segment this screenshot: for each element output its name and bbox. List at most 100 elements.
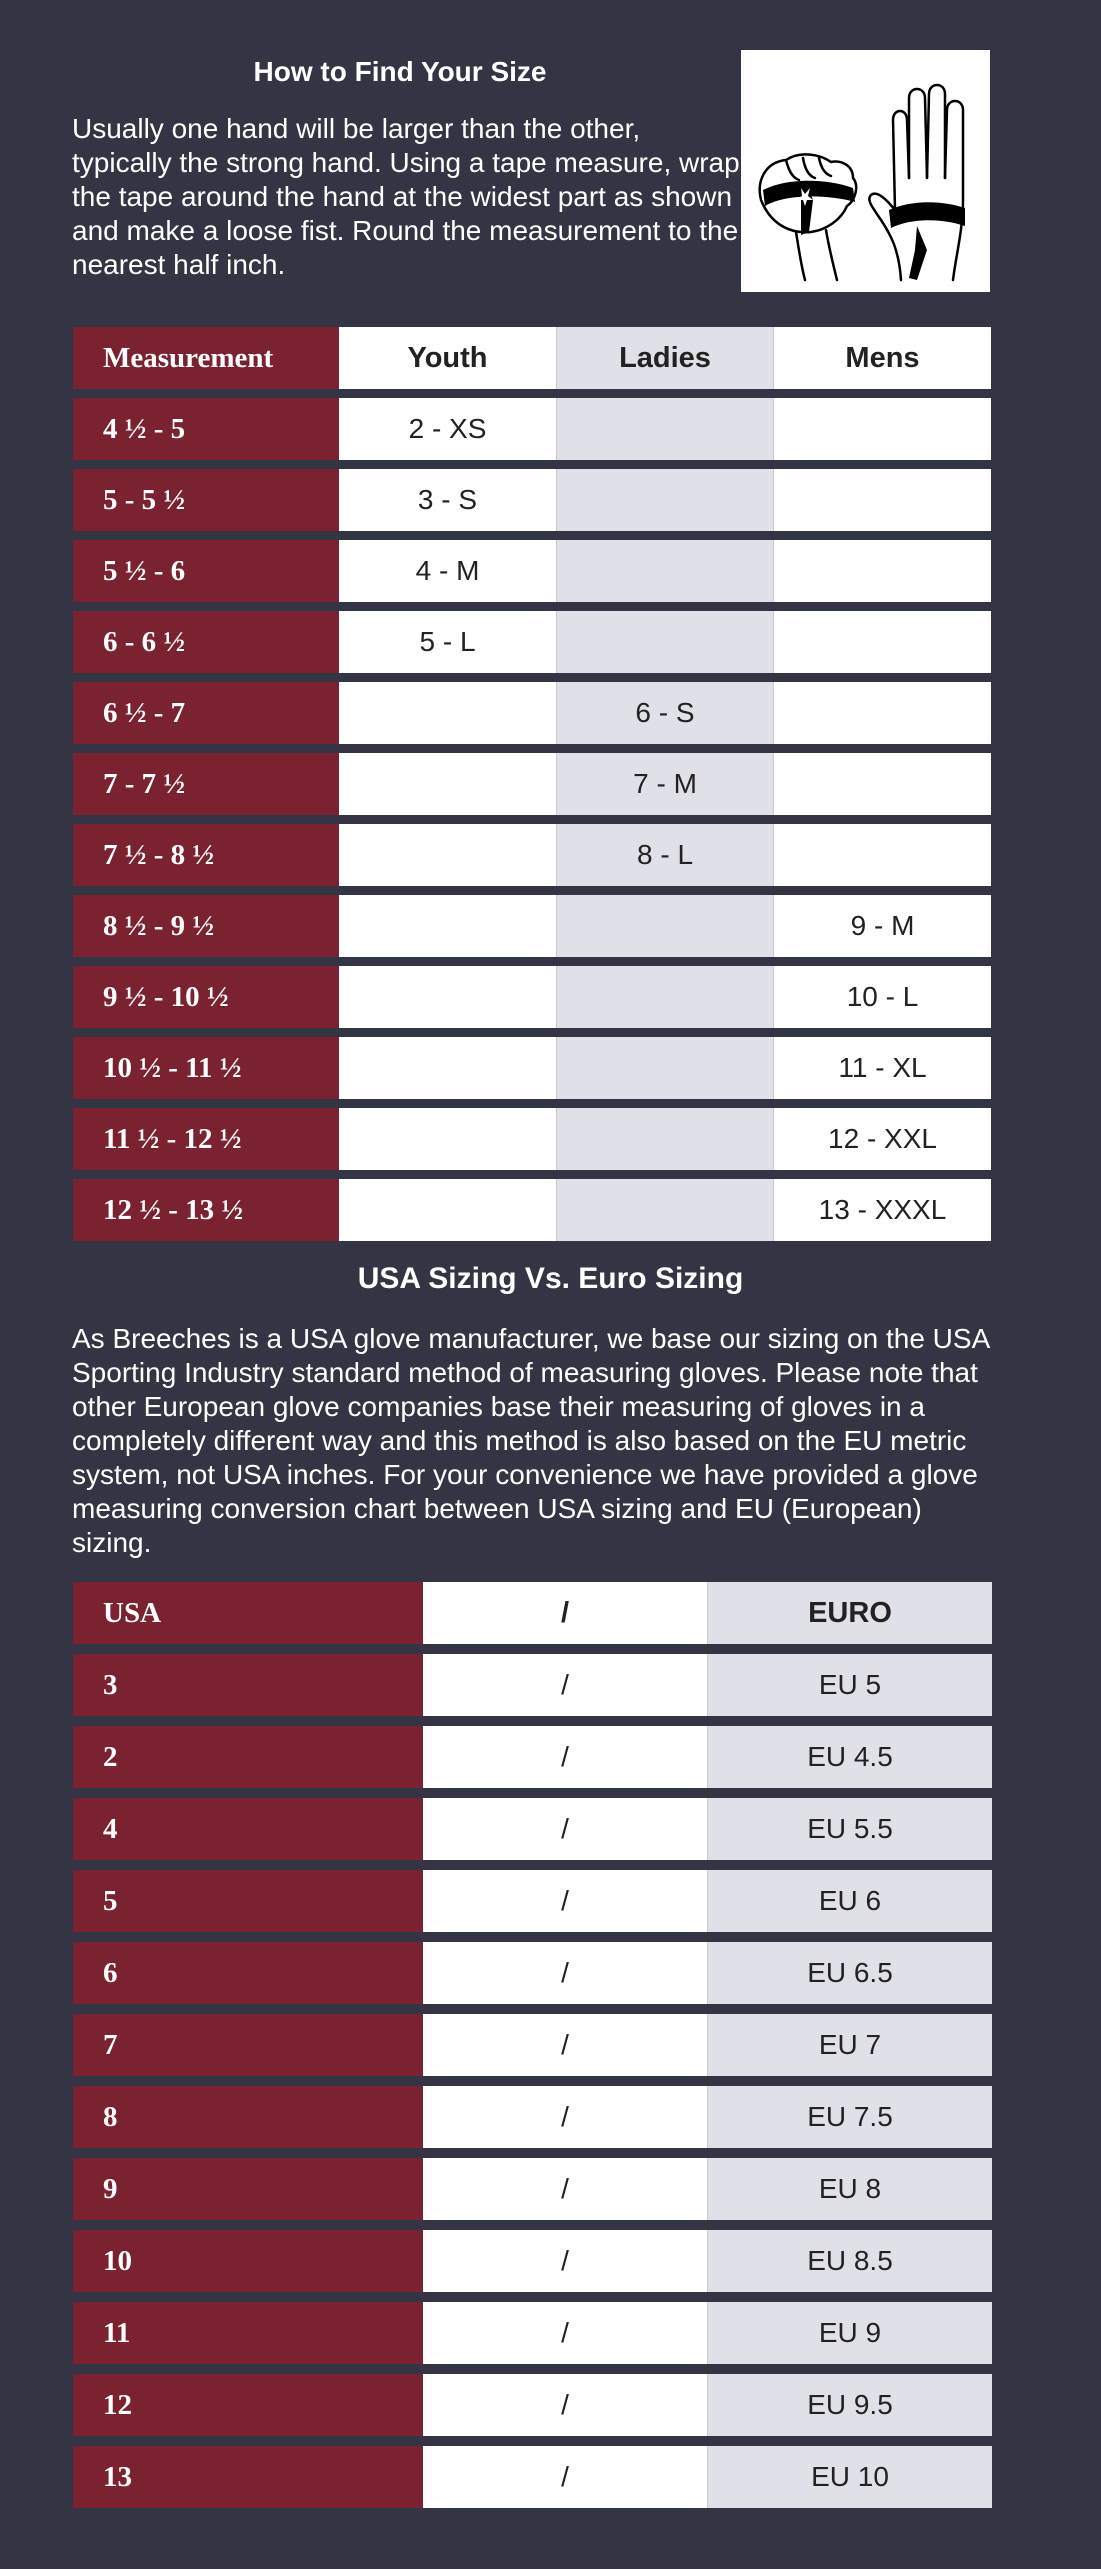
mens-size-cell	[773, 753, 991, 815]
table-row: 10/EU 8.5	[73, 2230, 992, 2292]
youth-size-cell	[339, 682, 556, 744]
size-table-header: Measurement Youth Ladies Mens	[73, 327, 991, 389]
youth-size-cell	[339, 966, 556, 1028]
separator-cell: /	[423, 2230, 707, 2292]
table-row: 7 - 7 ½ 7 - M	[73, 753, 991, 815]
measurement-cell: 7 ½ - 8 ½	[73, 824, 339, 886]
measurement-cell: 4 ½ - 5	[73, 398, 339, 460]
youth-size-cell	[339, 1108, 556, 1170]
separator-cell: /	[423, 1654, 707, 1716]
ladies-size-cell	[556, 895, 773, 957]
table-row: 7/EU 7	[73, 2014, 992, 2076]
euro-size-cell: EU 5.5	[707, 1798, 992, 1860]
table-row: 12/EU 9.5	[73, 2374, 992, 2436]
youth-size-cell	[339, 753, 556, 815]
ladies-size-cell	[556, 611, 773, 673]
separator-cell: /	[423, 1870, 707, 1932]
measurement-cell: 9 ½ - 10 ½	[73, 966, 339, 1028]
header-usa: USA	[73, 1582, 423, 1644]
usa-size-cell: 13	[73, 2446, 423, 2508]
separator-cell: /	[423, 2302, 707, 2364]
mens-size-cell: 12 - XXL	[773, 1108, 991, 1170]
usa-size-cell: 5	[73, 1870, 423, 1932]
youth-size-cell	[339, 1037, 556, 1099]
mens-size-cell	[773, 824, 991, 886]
mens-size-cell	[773, 540, 991, 602]
mens-size-cell: 10 - L	[773, 966, 991, 1028]
header-mens: Mens	[773, 327, 991, 389]
measurement-cell: 6 ½ - 7	[73, 682, 339, 744]
table-row: 3/EU 5	[73, 1654, 992, 1716]
header-ladies: Ladies	[556, 327, 773, 389]
hand-measure-icon	[758, 83, 965, 282]
mens-size-cell: 13 - XXXL	[773, 1179, 991, 1241]
ladies-size-cell	[556, 966, 773, 1028]
separator-cell: /	[423, 1726, 707, 1788]
euro-size-cell: EU 9	[707, 2302, 992, 2364]
usa-size-cell: 7	[73, 2014, 423, 2076]
separator-cell: /	[423, 2086, 707, 2148]
ladies-size-cell	[556, 1108, 773, 1170]
table-row: 9 ½ - 10 ½ 10 - L	[73, 966, 991, 1028]
table-row: 2/EU 4.5	[73, 1726, 992, 1788]
table-row: 4/EU 5.5	[73, 1798, 992, 1860]
youth-size-cell: 5 - L	[339, 611, 556, 673]
usa-size-cell: 11	[73, 2302, 423, 2364]
table-row: 7 ½ - 8 ½ 8 - L	[73, 824, 991, 886]
hand-measure-illustration	[741, 50, 990, 292]
measurement-cell: 11 ½ - 12 ½	[73, 1108, 339, 1170]
mens-size-cell	[773, 398, 991, 460]
mens-size-cell: 9 - M	[773, 895, 991, 957]
usa-size-cell: 10	[73, 2230, 423, 2292]
measurement-cell: 5 ½ - 6	[73, 540, 339, 602]
usa-size-cell: 4	[73, 1798, 423, 1860]
table-row: 11 ½ - 12 ½ 12 - XXL	[73, 1108, 991, 1170]
find-size-instructions: Usually one hand will be larger than the…	[72, 113, 740, 280]
ladies-size-cell: 8 - L	[556, 824, 773, 886]
header-euro: EURO	[707, 1582, 992, 1644]
table-row: 9/EU 8	[73, 2158, 992, 2220]
table-row: 10 ½ - 11 ½ 11 - XL	[73, 1037, 991, 1099]
separator-cell: /	[423, 1798, 707, 1860]
separator-cell: /	[423, 2374, 707, 2436]
table-row: 12 ½ - 13 ½ 13 - XXXL	[73, 1179, 991, 1241]
measurement-cell: 8 ½ - 9 ½	[73, 895, 339, 957]
euro-size-cell: EU 7.5	[707, 2086, 992, 2148]
youth-size-cell	[339, 1179, 556, 1241]
measurement-cell: 6 - 6 ½	[73, 611, 339, 673]
youth-size-cell: 3 - S	[339, 469, 556, 531]
table-row: 6 ½ - 7 6 - S	[73, 682, 991, 744]
euro-size-cell: EU 8.5	[707, 2230, 992, 2292]
youth-size-cell: 4 - M	[339, 540, 556, 602]
usa-vs-euro-title: USA Sizing Vs. Euro Sizing	[357, 1262, 744, 1295]
measurement-cell: 7 - 7 ½	[73, 753, 339, 815]
separator-cell: /	[423, 2158, 707, 2220]
usa-size-cell: 6	[73, 1942, 423, 2004]
mens-size-cell: 11 - XL	[773, 1037, 991, 1099]
measurement-cell: 10 ½ - 11 ½	[73, 1037, 339, 1099]
euro-size-cell: EU 8	[707, 2158, 992, 2220]
mens-size-cell	[773, 611, 991, 673]
find-size-title: How to Find Your Size	[253, 56, 547, 87]
table-row: 8/EU 7.5	[73, 2086, 992, 2148]
euro-size-cell: EU 9.5	[707, 2374, 992, 2436]
measurement-cell: 12 ½ - 13 ½	[73, 1179, 339, 1241]
euro-size-cell: EU 6.5	[707, 1942, 992, 2004]
header-separator: /	[423, 1582, 707, 1644]
usa-size-cell: 12	[73, 2374, 423, 2436]
youth-size-cell	[339, 895, 556, 957]
separator-cell: /	[423, 1942, 707, 2004]
header-youth: Youth	[339, 327, 556, 389]
euro-size-cell: EU 6	[707, 1870, 992, 1932]
euro-size-cell: EU 10	[707, 2446, 992, 2508]
mens-size-cell	[773, 469, 991, 531]
ladies-size-cell: 6 - S	[556, 682, 773, 744]
table-row: 8 ½ - 9 ½ 9 - M	[73, 895, 991, 957]
ladies-size-cell	[556, 540, 773, 602]
euro-size-cell: EU 4.5	[707, 1726, 992, 1788]
